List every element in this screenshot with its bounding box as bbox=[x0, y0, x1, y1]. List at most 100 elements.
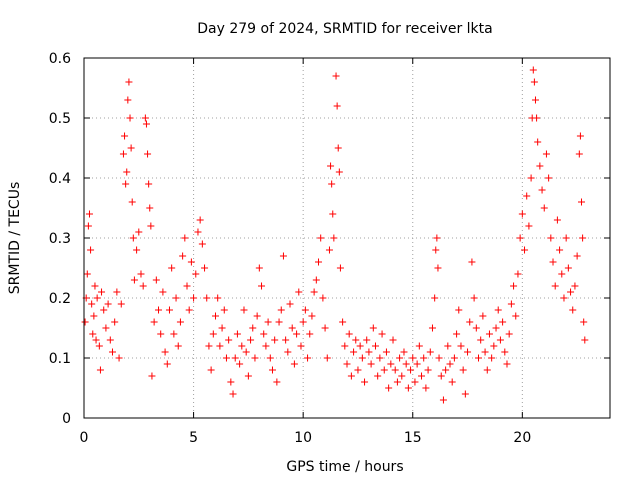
data-point bbox=[400, 348, 408, 356]
data-point bbox=[378, 330, 386, 338]
data-point bbox=[203, 294, 211, 302]
data-point bbox=[415, 342, 423, 350]
data-point bbox=[98, 288, 106, 296]
data-point bbox=[485, 330, 493, 338]
data-point bbox=[183, 282, 191, 290]
data-point bbox=[121, 132, 129, 140]
data-point bbox=[459, 366, 467, 374]
data-point bbox=[562, 234, 570, 242]
data-point bbox=[172, 294, 180, 302]
data-point bbox=[435, 354, 443, 362]
data-point bbox=[380, 366, 388, 374]
data-point bbox=[538, 186, 546, 194]
data-point bbox=[573, 252, 581, 260]
data-point bbox=[247, 336, 255, 344]
data-point bbox=[212, 312, 219, 320]
data-point bbox=[155, 306, 163, 314]
data-point bbox=[481, 348, 489, 356]
data-point bbox=[126, 114, 134, 122]
data-point bbox=[450, 354, 458, 362]
data-point bbox=[333, 102, 341, 110]
data-point bbox=[411, 378, 419, 386]
data-point bbox=[382, 348, 390, 356]
data-point bbox=[310, 288, 318, 296]
data-point bbox=[152, 276, 160, 284]
data-point bbox=[268, 366, 276, 374]
data-point bbox=[334, 144, 342, 152]
data-point bbox=[339, 318, 347, 326]
data-point bbox=[468, 258, 476, 266]
y-tick-label: 0.4 bbox=[49, 171, 71, 187]
data-point bbox=[341, 342, 349, 350]
data-point bbox=[542, 150, 550, 158]
data-point bbox=[363, 336, 371, 344]
data-point bbox=[321, 324, 329, 332]
data-point bbox=[426, 348, 434, 356]
y-axis-label: SRMTID / TECUs bbox=[7, 182, 23, 295]
data-point bbox=[83, 270, 91, 278]
data-point bbox=[216, 342, 224, 350]
data-point bbox=[142, 120, 150, 128]
data-point bbox=[560, 294, 568, 302]
data-point bbox=[273, 378, 281, 386]
data-point bbox=[433, 234, 441, 242]
data-point bbox=[328, 180, 336, 188]
data-point bbox=[512, 312, 520, 320]
data-point bbox=[420, 354, 428, 362]
data-point bbox=[196, 216, 204, 224]
data-point bbox=[157, 330, 165, 338]
data-point bbox=[472, 324, 480, 332]
data-point bbox=[580, 318, 588, 326]
plot-frame bbox=[83, 57, 611, 419]
data-point bbox=[312, 276, 320, 284]
data-point bbox=[258, 282, 266, 290]
data-point bbox=[122, 180, 130, 188]
data-point bbox=[238, 342, 246, 350]
data-point bbox=[127, 144, 135, 152]
data-point bbox=[496, 336, 504, 344]
data-point bbox=[117, 300, 125, 308]
data-point bbox=[323, 354, 331, 362]
data-point bbox=[576, 132, 584, 140]
data-point bbox=[139, 282, 147, 290]
data-point bbox=[455, 306, 463, 314]
data-point bbox=[413, 360, 421, 368]
data-point bbox=[374, 372, 382, 380]
data-point bbox=[87, 246, 95, 254]
data-point bbox=[457, 342, 465, 350]
data-point bbox=[255, 264, 263, 272]
data-point bbox=[494, 306, 502, 314]
data-point bbox=[529, 66, 537, 74]
data-point bbox=[365, 348, 373, 356]
data-point bbox=[501, 348, 509, 356]
x-tick-label: 0 bbox=[80, 430, 89, 446]
data-point bbox=[418, 372, 426, 380]
data-point bbox=[102, 324, 110, 332]
data-point bbox=[133, 246, 141, 254]
data-point bbox=[444, 342, 452, 350]
data-point bbox=[367, 360, 375, 368]
data-point bbox=[92, 336, 100, 344]
data-point bbox=[354, 366, 362, 374]
y-tick-label: 0.2 bbox=[49, 291, 71, 307]
data-point bbox=[510, 282, 518, 290]
data-point bbox=[147, 222, 155, 230]
data-point bbox=[124, 96, 132, 104]
data-point bbox=[389, 336, 397, 344]
data-point bbox=[229, 390, 237, 398]
data-point bbox=[569, 306, 577, 314]
data-point bbox=[163, 360, 171, 368]
data-point bbox=[358, 354, 366, 362]
data-points bbox=[81, 66, 589, 404]
data-point bbox=[93, 294, 101, 302]
data-point bbox=[165, 306, 173, 314]
data-point bbox=[84, 222, 92, 230]
data-point bbox=[90, 312, 98, 320]
x-tick-label: 15 bbox=[404, 430, 422, 446]
data-point bbox=[551, 282, 559, 290]
data-point bbox=[448, 378, 456, 386]
data-point bbox=[187, 258, 195, 266]
data-point bbox=[558, 270, 566, 278]
data-point bbox=[244, 372, 252, 380]
